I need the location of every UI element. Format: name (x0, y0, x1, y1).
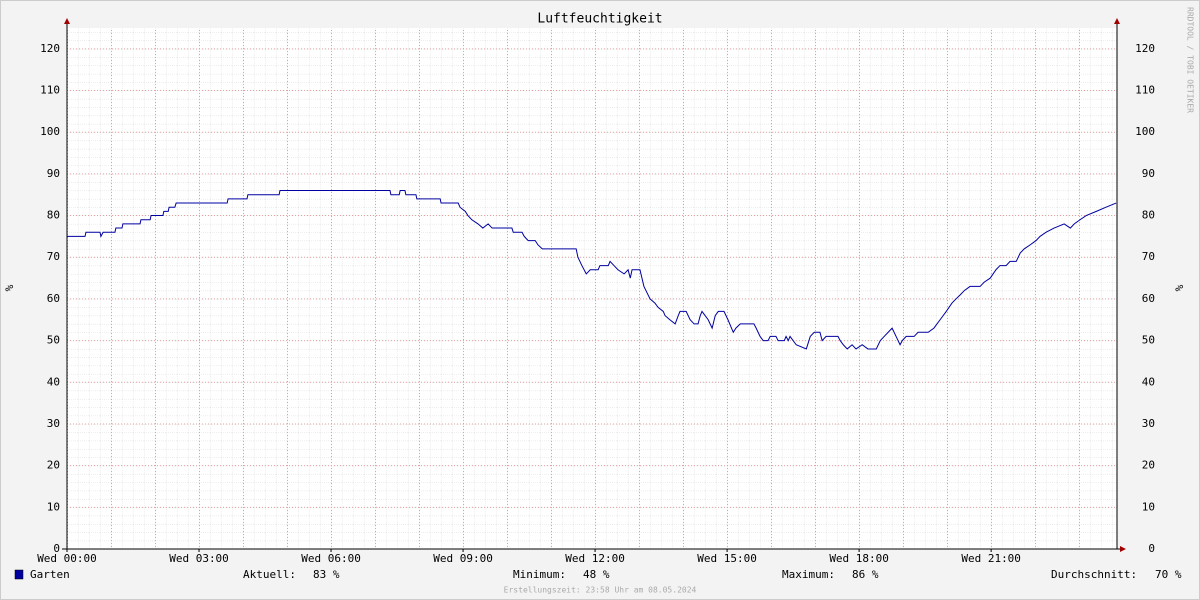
stat-label: Minimum: (513, 568, 566, 581)
y-tick-label-right: 40 (1142, 375, 1155, 388)
y-tick-label-right: 20 (1142, 459, 1155, 472)
x-tick-label: Wed 21:00 (961, 552, 1021, 565)
x-tick-label: Wed 18:00 (829, 552, 889, 565)
y-tick-label: 120 (40, 42, 60, 55)
y-tick-label: 40 (47, 375, 60, 388)
legend-label: Garten (30, 568, 70, 581)
series-line (67, 190, 1117, 350)
y-tick-label-right: 10 (1142, 500, 1155, 513)
stat-value: 70 % (1155, 568, 1182, 581)
y-tick-label: 0 (53, 542, 60, 555)
y-tick-label: 90 (47, 167, 60, 180)
footer: Erstellungszeit: 23:58 Uhr am 08.05.2024 (504, 586, 697, 595)
y-tick-label-right: 50 (1142, 334, 1155, 347)
x-tick-label: Wed 09:00 (433, 552, 493, 565)
y-tick-label: 20 (47, 459, 60, 472)
y-tick-label: 80 (47, 209, 60, 222)
plot (67, 190, 1117, 350)
y-tick-label: 70 (47, 250, 60, 263)
y-tick-label: 100 (40, 125, 60, 138)
stat-value: 48 % (583, 568, 610, 581)
x-tick-label: Wed 00:00 (37, 552, 97, 565)
y-axis-label: % (3, 284, 16, 291)
stat-label: Aktuell: (243, 568, 296, 581)
y-tick-label-right: 70 (1142, 250, 1155, 263)
hour-grid (67, 28, 1117, 549)
y-tick-label: 30 (47, 417, 60, 430)
stat-label: Durchschnitt: (1051, 568, 1137, 581)
grid (67, 48, 1117, 550)
chart-title: Luftfeuchtigkeit (537, 12, 662, 27)
y-tick-label: 50 (47, 334, 60, 347)
y-tick-label-right: 110 (1135, 84, 1155, 97)
stat-label: Maximum: (782, 568, 835, 581)
x-tick-label: Wed 15:00 (697, 552, 757, 565)
x-tick-label: Wed 03:00 (169, 552, 229, 565)
x-tick-label: Wed 06:00 (301, 552, 361, 565)
y-axis-label-right: % (1173, 284, 1186, 291)
stat-value: 83 % (313, 568, 340, 581)
stat-value: 86 % (852, 568, 879, 581)
y-tick-label-right: 0 (1148, 542, 1155, 555)
y-tick-label: 110 (40, 84, 60, 97)
y-tick-label: 60 (47, 292, 60, 305)
legend-swatch (14, 569, 24, 580)
watermark: RRDTOOL / TOBI OETIKER (1186, 7, 1195, 113)
y-tick-label-right: 90 (1142, 167, 1155, 180)
y-tick-label-right: 100 (1135, 125, 1155, 138)
y-tick-label: 10 (47, 500, 60, 513)
y-tick-label-right: 30 (1142, 417, 1155, 430)
x-tick-label: Wed 12:00 (565, 552, 625, 565)
y-tick-label-right: 60 (1142, 292, 1155, 305)
y-tick-label-right: 80 (1142, 209, 1155, 222)
y-tick-label-right: 120 (1135, 42, 1155, 55)
